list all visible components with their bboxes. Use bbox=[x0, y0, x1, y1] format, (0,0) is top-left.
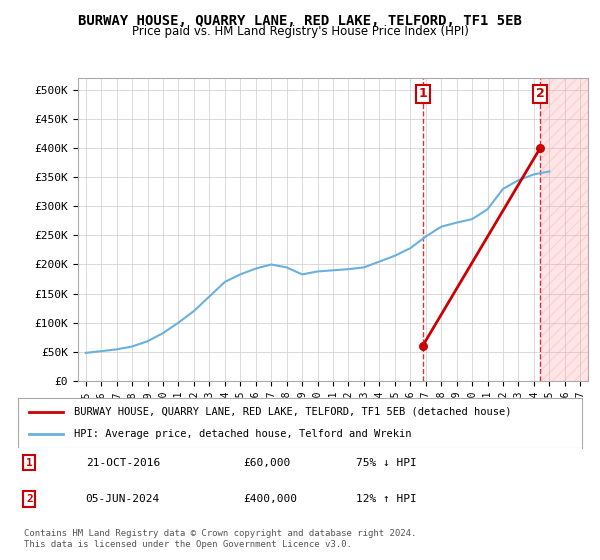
Text: Price paid vs. HM Land Registry's House Price Index (HPI): Price paid vs. HM Land Registry's House … bbox=[131, 25, 469, 38]
Text: HPI: Average price, detached house, Telford and Wrekin: HPI: Average price, detached house, Telf… bbox=[74, 429, 412, 439]
Text: £400,000: £400,000 bbox=[244, 494, 298, 504]
Text: 05-JUN-2024: 05-JUN-2024 bbox=[86, 494, 160, 504]
Text: 1: 1 bbox=[26, 458, 32, 468]
Point bbox=[535, 144, 545, 153]
Text: 1: 1 bbox=[418, 87, 427, 100]
Text: 75% ↓ HPI: 75% ↓ HPI bbox=[356, 458, 417, 468]
Text: BURWAY HOUSE, QUARRY LANE, RED LAKE, TELFORD, TF1 5EB: BURWAY HOUSE, QUARRY LANE, RED LAKE, TEL… bbox=[78, 14, 522, 28]
Text: £60,000: £60,000 bbox=[244, 458, 291, 468]
Text: 21-OCT-2016: 21-OCT-2016 bbox=[86, 458, 160, 468]
Text: BURWAY HOUSE, QUARRY LANE, RED LAKE, TELFORD, TF1 5EB (detached house): BURWAY HOUSE, QUARRY LANE, RED LAKE, TEL… bbox=[74, 407, 512, 417]
Text: 2: 2 bbox=[26, 494, 32, 504]
Text: Contains HM Land Registry data © Crown copyright and database right 2024.: Contains HM Land Registry data © Crown c… bbox=[24, 529, 416, 538]
Point bbox=[418, 342, 427, 351]
Text: This data is licensed under the Open Government Licence v3.0.: This data is licensed under the Open Gov… bbox=[24, 540, 352, 549]
Bar bbox=[540, 78, 588, 381]
Text: 2: 2 bbox=[536, 87, 544, 100]
Text: 12% ↑ HPI: 12% ↑ HPI bbox=[356, 494, 417, 504]
